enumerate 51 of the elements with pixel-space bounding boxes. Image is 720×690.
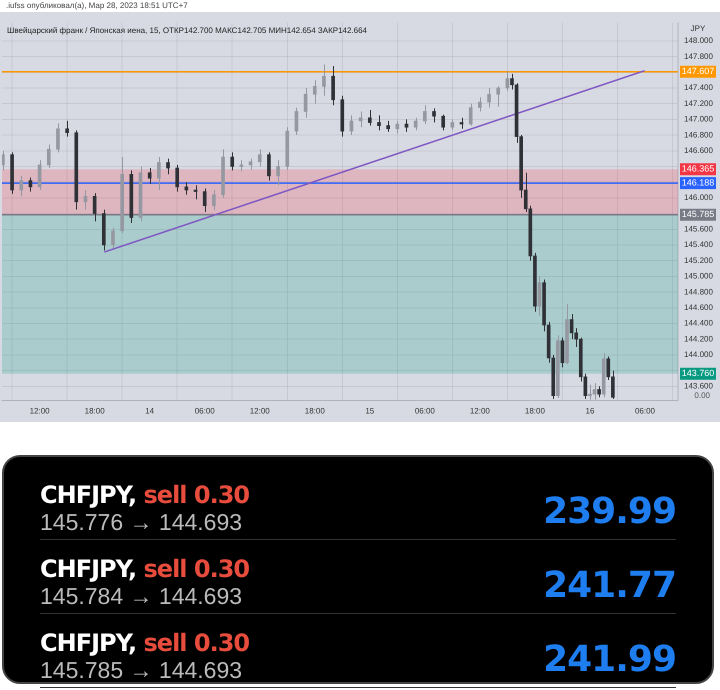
x-tick-label: 06:00: [414, 406, 436, 416]
text: .iufss опубликовал(а), Мар 28, 2023 18:51 UTC+7: [6, 1, 188, 10]
text: CHFJPY,: [40, 481, 138, 509]
text: 241.77: [543, 565, 676, 606]
text: 145.785 → 144.693: [40, 657, 242, 684]
y-tick-label: 145.600: [684, 224, 714, 234]
x-tick-label: 18:00: [524, 406, 546, 416]
chart-title: Швейцарский франк / Японская иена, 15, ОТКР142.700 МАКС142.705 МИН142.654 ЗАКР142.664: [7, 26, 368, 36]
text: 145.784 → 144.693: [40, 583, 242, 610]
y-tick-label: 146.800: [684, 130, 714, 140]
y-tick-label: 147.000: [684, 114, 714, 124]
x-tick-label: 06:00: [194, 406, 216, 416]
x-tick-label: 06:00: [634, 406, 656, 416]
y-tick-label: 147.800: [684, 52, 714, 61]
y-tick-label: 147.200: [684, 98, 714, 108]
band-label: 143.760: [682, 368, 714, 378]
x-tick-label: 18:00: [84, 406, 106, 416]
y-tick-label: 146.600: [684, 146, 714, 155]
y-tick-label: 145.200: [684, 256, 714, 265]
x-tick-label: 12:00: [470, 406, 490, 416]
text: 0.00: [694, 391, 710, 400]
text: CHFJPY,: [40, 555, 138, 583]
text: CHFJPY,: [40, 629, 138, 657]
x-tick-label: 12:00: [250, 406, 270, 416]
text: sell 0.30: [144, 555, 250, 583]
x-tick-label: 12:00: [30, 406, 50, 416]
x-tick-label: 18:00: [304, 406, 326, 416]
x-tick-label: 14: [145, 406, 155, 416]
y-tick-label: 145.000: [684, 272, 714, 281]
x-tick-label: 16: [585, 406, 595, 416]
y-tick-label: 148.000: [684, 36, 714, 46]
y-tick-label: 147.400: [684, 83, 714, 92]
ref-line-label: 145.785: [682, 209, 714, 220]
y-tick-label: 144.800: [684, 287, 714, 296]
y-tick-label: 143.600: [684, 381, 714, 390]
y-axis-title: JPY: [690, 24, 706, 34]
text: sell 0.30: [144, 481, 250, 509]
y-tick-label: 144.600: [684, 302, 714, 312]
y-tick-label: 144.200: [684, 334, 714, 344]
text: 145.776 → 144.693: [40, 509, 242, 536]
y-tick-label: 145.400: [684, 240, 714, 250]
y-tick-label: 144.400: [684, 318, 714, 328]
y-tick-label: 144.000: [684, 350, 714, 360]
x-tick-label: 15: [365, 406, 375, 416]
text: 241.99: [543, 639, 676, 680]
text: sell 0.30: [144, 629, 250, 657]
y-tick-label: 146.000: [684, 193, 714, 202]
ref-line-label: 146.188: [682, 178, 714, 188]
ref-line-label: 147.607: [682, 66, 714, 76]
band-label: 146.365: [682, 164, 714, 174]
text: 239.99: [543, 491, 676, 532]
